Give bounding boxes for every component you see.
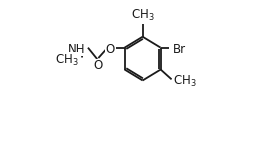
Text: CH$_3$: CH$_3$ xyxy=(55,53,79,68)
Text: CH$_3$: CH$_3$ xyxy=(173,74,196,89)
Text: O: O xyxy=(106,43,115,56)
Text: O: O xyxy=(93,59,102,72)
Text: Br: Br xyxy=(173,43,186,56)
Text: CH$_3$: CH$_3$ xyxy=(131,8,155,23)
Text: NH: NH xyxy=(68,43,85,56)
